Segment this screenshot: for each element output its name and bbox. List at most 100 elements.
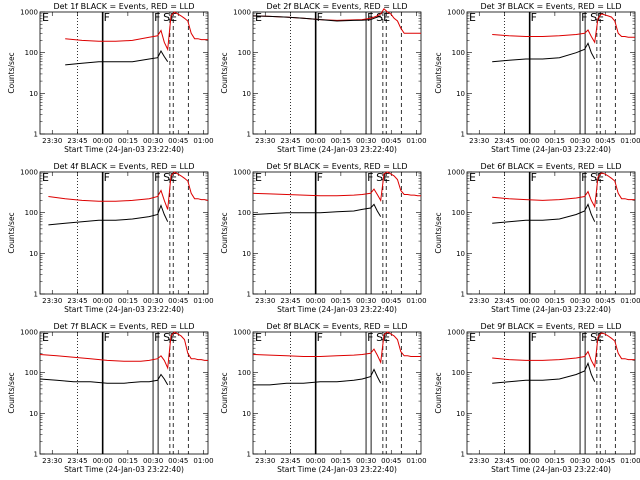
y-tick-label: 1: [461, 291, 465, 299]
x-tick-label: 00:15: [545, 457, 565, 465]
y-tick-label: 1000: [447, 169, 465, 177]
x-tick-label: 00:15: [118, 137, 138, 145]
x-tick-label: 01:00: [193, 457, 213, 465]
chart-svg: Det 3f BLACK = Events, RED = LLD 1 10 100 10…: [434, 2, 640, 154]
series-events-line: [253, 368, 382, 386]
y-tick-label: 10: [242, 250, 251, 258]
panel-title: Det 9f BLACK = Events, RED = LLD: [480, 322, 621, 331]
x-tick-label: 23:30: [255, 297, 275, 305]
y-tick-label: 1000: [233, 9, 251, 17]
x-axis-label: Start Time (24-Jan-03 23:22:40): [64, 465, 184, 474]
x-tick-label: 01:00: [193, 137, 213, 145]
chart-svg: Det 2f BLACK = Events, RED = LLD 1 10 100 10…: [220, 2, 427, 154]
x-tick-label: 00:45: [595, 457, 615, 465]
x-tick-label: 23:45: [494, 137, 514, 145]
flag-label: E: [42, 171, 49, 184]
flag-label: SE: [163, 171, 177, 184]
x-tick-label: 00:45: [168, 457, 188, 465]
series-events-line: [492, 203, 596, 224]
y-tick-label: 1: [247, 291, 251, 299]
x-tick-label: 01:00: [406, 137, 426, 145]
y-axis-label: Counts/sec: [220, 212, 229, 253]
flag-label: F: [317, 331, 323, 344]
x-tick-label: 23:30: [255, 137, 275, 145]
x-tick-label: 00:45: [595, 297, 615, 305]
x-tick-label: 00:00: [306, 297, 326, 305]
flag-label: F: [367, 331, 373, 344]
y-tick-label: 100: [238, 49, 251, 57]
y-tick-label: 1: [34, 451, 38, 459]
x-tick-label: 00:15: [331, 297, 351, 305]
y-tick-label: 100: [25, 209, 38, 217]
flag-label: F: [317, 11, 323, 24]
chart-panel-3: Det 3f BLACK = Events, RED = LLD 1 10 100 10…: [427, 0, 640, 160]
x-tick-label: 00:30: [570, 137, 590, 145]
plot-frame: [466, 11, 636, 135]
chart-panel-1: Det 1f BLACK = Events, RED = LLD 1 10 100 10…: [0, 0, 214, 160]
x-tick-label: 23:45: [280, 297, 300, 305]
x-tick-label: 01:00: [620, 297, 640, 305]
x-tick-label: 23:30: [42, 137, 62, 145]
x-axis-label: Start Time (24-Jan-03 23:22:40): [277, 145, 397, 154]
series-events-line: [492, 42, 596, 63]
plot-frame: [252, 331, 422, 455]
x-axis-label: Start Time (24-Jan-03 23:22:40): [491, 465, 611, 474]
flag-label: E: [255, 171, 262, 184]
x-tick-label: 00:30: [570, 297, 590, 305]
flag-label: F: [154, 331, 160, 344]
x-tick-label: 00:00: [520, 297, 540, 305]
x-tick-label: 00:30: [143, 137, 163, 145]
flag-label: E: [42, 11, 49, 24]
y-tick-label: 1000: [20, 169, 38, 177]
x-axis-label: Start Time (24-Jan-03 23:22:40): [491, 305, 611, 314]
x-axis-label: Start Time (24-Jan-03 23:22:40): [64, 305, 184, 314]
x-tick-label: 01:00: [620, 137, 640, 145]
flag-label: F: [154, 11, 160, 24]
y-tick-label: 1: [34, 291, 38, 299]
x-tick-label: 00:30: [570, 457, 590, 465]
flag-label: F: [104, 171, 110, 184]
x-tick-label: 23:30: [469, 137, 489, 145]
chart-panel-6: Det 6f BLACK = Events, RED = LLD 1 10 100 10…: [427, 160, 640, 320]
y-tick-label: 1: [461, 131, 465, 139]
panel-title: Det 5f BLACK = Events, RED = LLD: [266, 162, 407, 171]
x-tick-label: 23:45: [494, 297, 514, 305]
flag-label: F: [367, 11, 373, 24]
x-tick-label: 23:45: [67, 137, 87, 145]
x-tick-label: 00:45: [381, 297, 401, 305]
x-tick-label: 23:30: [42, 297, 62, 305]
y-tick-label: 1000: [233, 329, 251, 337]
chart-panel-9: Det 9f BLACK = Events, RED = LLD 1 10 100 10…: [427, 320, 640, 480]
y-tick-label: 1: [247, 451, 251, 459]
flag-label: SE: [163, 331, 177, 344]
chart-panel-7: Det 7f BLACK = Events, RED = LLD 1 10 100 10…: [0, 320, 214, 480]
x-tick-label: 00:15: [118, 457, 138, 465]
y-tick-label: 10: [29, 410, 38, 418]
flag-label: F: [531, 331, 537, 344]
x-tick-label: 00:00: [520, 137, 540, 145]
y-tick-label: 10: [29, 90, 38, 98]
x-tick-label: 00:15: [331, 137, 351, 145]
x-tick-label: 00:30: [143, 297, 163, 305]
series-lld-line: [492, 13, 635, 44]
flag-label: SE: [376, 331, 390, 344]
chart-svg: Det 7f BLACK = Events, RED = LLD 1 10 100 10…: [7, 322, 214, 474]
plot-frame: [39, 171, 209, 295]
x-tick-label: 23:30: [255, 457, 275, 465]
y-tick-label: 1000: [233, 169, 251, 177]
y-tick-label: 1000: [447, 329, 465, 337]
x-axis-label: Start Time (24-Jan-03 23:22:40): [277, 305, 397, 314]
y-tick-label: 1000: [20, 9, 38, 17]
x-tick-label: 01:00: [620, 457, 640, 465]
y-tick-label: 100: [452, 49, 465, 57]
panel-title: Det 1f BLACK = Events, RED = LLD: [53, 2, 194, 11]
flag-label: SE: [376, 11, 390, 24]
x-tick-label: 23:30: [469, 457, 489, 465]
plot-frame: [39, 331, 209, 455]
chart-svg: Det 6f BLACK = Events, RED = LLD 1 10 100 10…: [434, 162, 640, 314]
flag-label: E: [255, 11, 262, 24]
x-tick-label: 00:15: [118, 297, 138, 305]
y-tick-label: 100: [25, 49, 38, 57]
x-tick-label: 23:45: [494, 457, 514, 465]
y-tick-label: 1000: [447, 9, 465, 17]
